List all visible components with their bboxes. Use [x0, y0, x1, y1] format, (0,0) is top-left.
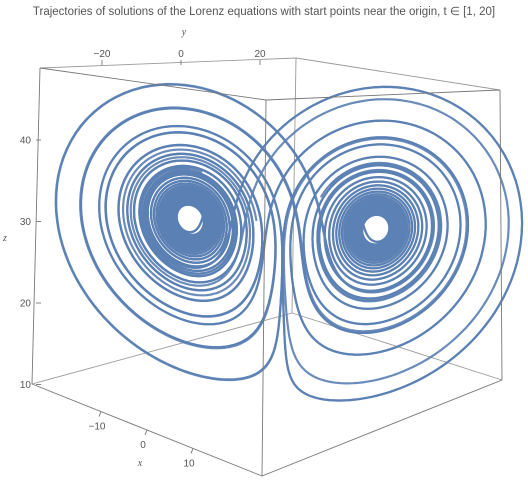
y-tick-label: 20 [254, 49, 266, 60]
y-tick-0: 0 [178, 49, 184, 65]
z-tick-30: 30 [20, 217, 41, 228]
y-tick--20: −20 [94, 49, 111, 65]
z-tick-label: 20 [20, 299, 32, 310]
x-axis-label: x [137, 458, 143, 469]
x-tick-0: 0 [140, 429, 148, 451]
trajectory-line-3 [79, 98, 510, 385]
trajectory-series [54, 82, 524, 402]
axes: −20 0 20 y 10 20 30 40 z −10 0 10 x [2, 27, 266, 469]
y-tick-20: 20 [254, 49, 266, 65]
z-tick-40: 40 [20, 136, 41, 147]
y-tick-label: 0 [178, 49, 184, 60]
z-tick-label: 10 [20, 380, 32, 391]
y-tick-label: −20 [94, 49, 111, 60]
z-axis-label: z [2, 233, 7, 244]
z-tick-10: 10 [20, 380, 41, 391]
trajectory-line-5 [54, 82, 487, 382]
x-tick-label: 0 [140, 440, 146, 451]
box-front-edges [31, 67, 503, 477]
chart-title: Trajectories of solutions of the Lorenz … [33, 6, 495, 18]
z-tick-label: 30 [20, 217, 32, 228]
x-tick-label: −10 [89, 422, 106, 433]
x-tick-label: 10 [183, 458, 195, 469]
x-tick--10: −10 [89, 411, 106, 433]
x-tick-10: 10 [183, 448, 195, 469]
z-tick-20: 20 [20, 299, 41, 310]
y-axis-label: y [181, 27, 187, 38]
z-tick-label: 40 [20, 136, 32, 147]
